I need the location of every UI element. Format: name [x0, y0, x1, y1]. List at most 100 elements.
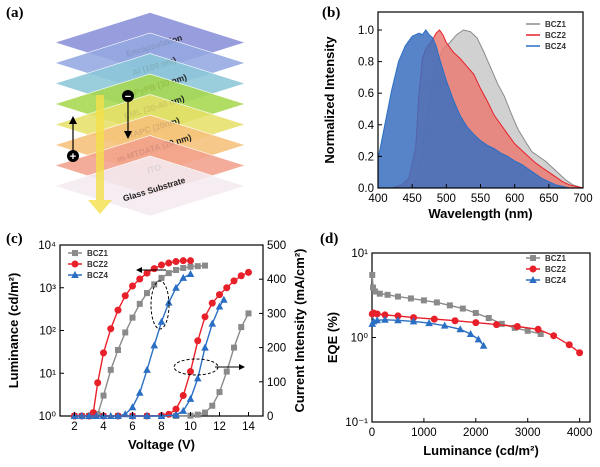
luminance-point-bcz1 — [144, 290, 150, 297]
luminance-point-bcz2 — [143, 269, 151, 277]
panel-label-d: (d) — [320, 231, 338, 247]
current-point-bcz2 — [237, 272, 245, 280]
legend-marker-bcz4 — [71, 271, 79, 278]
y2-tick-label: 0 — [267, 411, 273, 423]
y-tick-label: 10⁰ — [39, 411, 57, 423]
x-tick-label: 14 — [242, 421, 255, 433]
hole-arrowhead — [69, 116, 77, 124]
y2-tick-label: 100 — [267, 377, 286, 389]
eqe-point-bcz1 — [446, 302, 453, 309]
luminance-axis-arrowhead — [136, 267, 142, 273]
luminance-point-bcz2 — [107, 325, 115, 333]
eqe-point-bcz1 — [459, 305, 466, 312]
electron-arrowhead — [124, 131, 132, 139]
series-bcz4 — [377, 29, 583, 189]
eqe-point-bcz4 — [456, 325, 465, 333]
x-tick-label: 500 — [437, 193, 456, 205]
current-point-bcz4 — [85, 412, 93, 419]
x-tick-label: 3000 — [515, 427, 541, 439]
x-tick-label: 450 — [403, 193, 422, 205]
luminance-point-bcz1 — [136, 300, 143, 307]
eqe-point-bcz2 — [373, 310, 381, 318]
y-tick-label: 10¹ — [351, 248, 368, 260]
eqe-point-bcz4 — [409, 317, 418, 325]
current-point-bcz1 — [194, 411, 201, 418]
x-tick-label: 12 — [213, 421, 226, 433]
eqe-point-bcz2 — [534, 325, 542, 333]
minus-sign: − — [125, 91, 131, 103]
current-point-bcz2 — [230, 277, 238, 285]
legend-marker-bcz4 — [529, 276, 537, 283]
legend-label-bcz1: BCZ1 — [87, 249, 108, 258]
legend-label-bcz2: BCZ2 — [87, 260, 108, 269]
eqe-point-bcz1 — [376, 290, 383, 297]
y-tick-label: 0.6 — [358, 88, 374, 100]
y-tick-label: 10¹ — [39, 368, 56, 380]
luminance-current-chart: 2 4 6 8 10 12 14 10⁰ 10¹ 10² 10³ 10⁴ 0 100 200 300 400 50… — [6, 240, 307, 452]
current-ellipse — [173, 358, 219, 376]
legend-marker-bcz2 — [529, 265, 537, 273]
luminance-point-bcz2 — [187, 257, 194, 265]
eqe-point-bcz2 — [472, 319, 480, 327]
eqe-point-bcz2 — [565, 341, 573, 349]
luminance-point-bcz4 — [128, 403, 137, 411]
y2-axis-title: Current Intensity (mA/cm²) — [292, 249, 307, 413]
y2-tick-label: 200 — [267, 343, 286, 355]
luminance-point-bcz2 — [94, 379, 102, 387]
current-point-bcz4 — [172, 410, 180, 418]
luminance-point-bcz1 — [129, 314, 136, 321]
legend-marker-bcz2 — [71, 260, 79, 268]
luminance-point-bcz1 — [94, 411, 101, 418]
eqe-point-bcz2 — [576, 349, 584, 357]
x-tick-label: 400 — [368, 193, 387, 205]
current-point-bcz1 — [223, 368, 230, 375]
y-tick-label: 10⁴ — [38, 240, 56, 252]
current-point-bcz4 — [186, 394, 195, 402]
luminance-point-bcz1 — [115, 346, 121, 353]
eqe-point-bcz1 — [372, 288, 379, 295]
luminance-line-bcz4 — [74, 273, 191, 417]
legend-label-bcz4: BCZ4 — [545, 276, 566, 285]
y2-tick-label: 400 — [267, 274, 286, 286]
current-point-bcz2 — [208, 299, 216, 307]
current-axis-arrowhead — [239, 364, 245, 370]
luminance-point-bcz2 — [100, 349, 107, 357]
current-point-bcz2 — [172, 405, 180, 413]
eqe-point-bcz1 — [485, 315, 492, 322]
luminance-point-bcz1 — [180, 264, 187, 271]
luminance-point-bcz4 — [135, 388, 144, 396]
eqe-point-bcz4 — [479, 341, 488, 349]
eqe-point-bcz1 — [537, 331, 544, 338]
current-point-bcz4 — [220, 295, 228, 303]
eqe-point-bcz2 — [513, 322, 521, 330]
x-tick-label: 550 — [471, 193, 490, 205]
device-stack-diagram: EncapsulationAl (100 nm)TmPyPB (30 nm)EM… — [54, 12, 246, 217]
luminance-point-bcz2 — [114, 306, 122, 314]
eqe-point-bcz1 — [420, 297, 427, 304]
legend-label-bcz4: BCZ4 — [545, 42, 566, 51]
current-point-bcz4 — [208, 319, 217, 327]
eqe-point-bcz4 — [440, 321, 449, 329]
eqe-point-bcz1 — [433, 299, 440, 306]
legend-label-bcz2: BCZ2 — [545, 265, 566, 274]
luminance-ellipse — [150, 280, 170, 330]
current-point-bcz2 — [223, 284, 231, 292]
current-point-bcz1 — [216, 389, 223, 396]
eqe-point-bcz2 — [451, 317, 459, 325]
eqe-point-bcz4 — [466, 330, 475, 338]
x-tick-label: 650 — [539, 193, 558, 205]
eqe-point-bcz2 — [493, 321, 501, 329]
luminance-point-bcz2 — [165, 259, 173, 267]
current-point-bcz4 — [201, 343, 209, 351]
luminance-point-bcz1 — [165, 270, 172, 277]
current-point-bcz1 — [245, 310, 252, 317]
x-tick-label: 2000 — [463, 427, 489, 439]
eqe-point-bcz4 — [425, 319, 433, 327]
electron-circle — [122, 90, 134, 102]
panel-label-c: (c) — [6, 231, 23, 247]
luminance-point-bcz1 — [158, 274, 165, 281]
current-point-bcz1 — [238, 324, 245, 331]
luminance-point-bcz2 — [158, 261, 165, 269]
eqe-point-bcz1 — [498, 320, 505, 327]
